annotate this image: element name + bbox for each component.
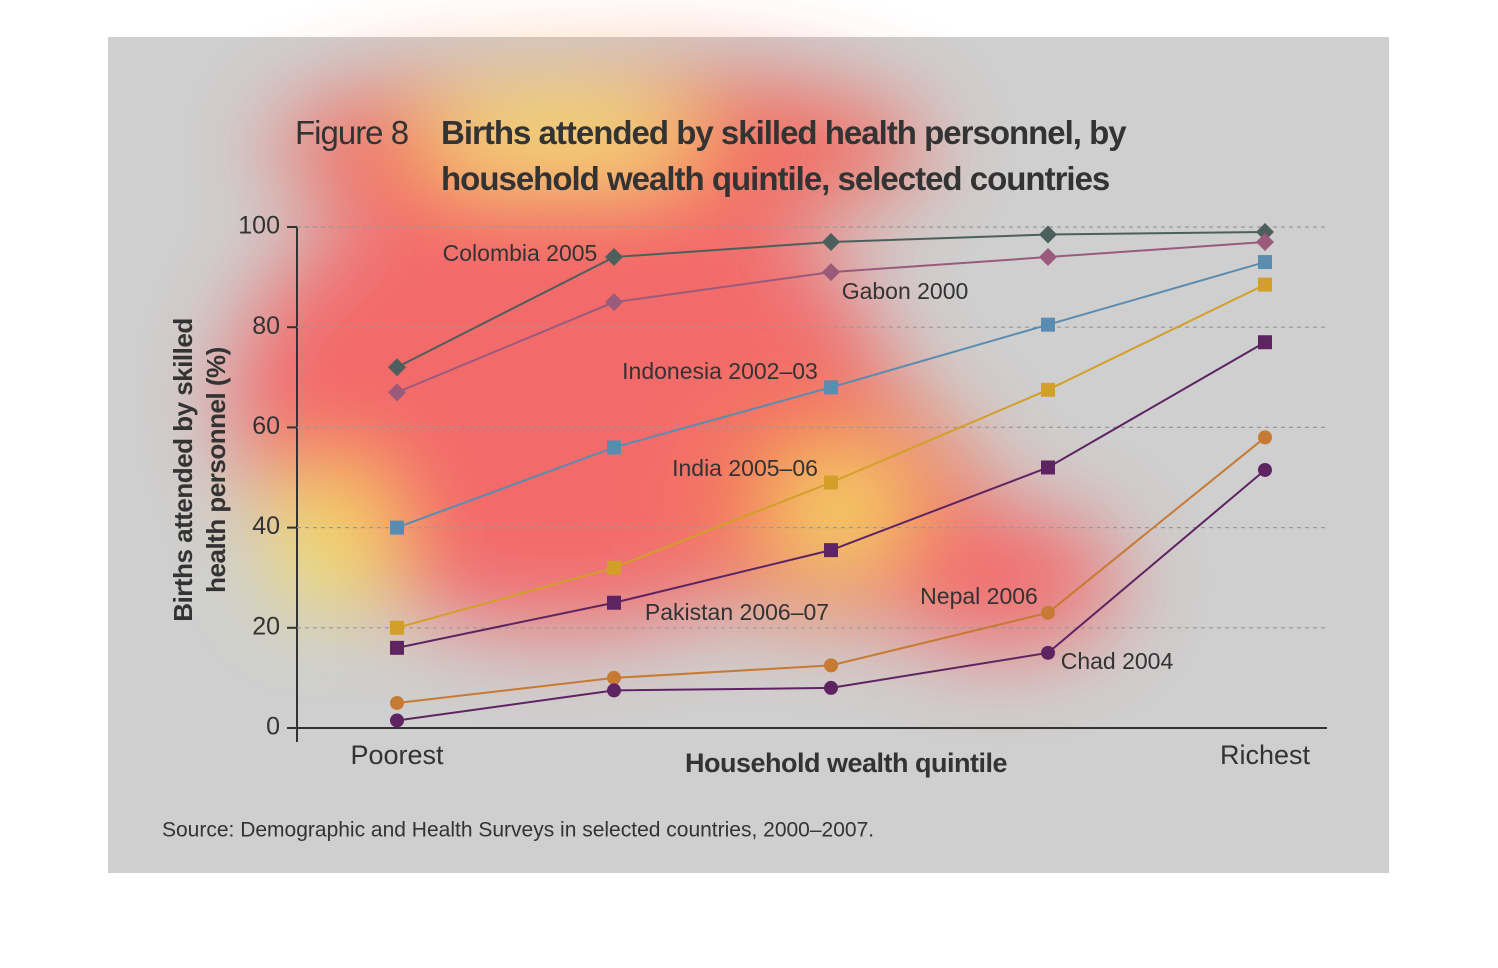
y-tick-label: 0 [266,713,280,741]
point [824,543,838,558]
point [390,713,404,728]
y-tick-label: 40 [252,512,280,540]
x-axis-title: Household wealth quintile [685,748,1007,778]
point [390,640,404,655]
point [822,233,840,252]
y-axis-title: Births attended by skilled health person… [168,318,231,622]
point [607,670,621,685]
chart-title: Figure 8 Births attended by skilled heal… [295,110,1255,202]
point [1041,460,1055,475]
x-tick-label: Poorest [350,740,444,770]
source: Source: Demographic and Health Surveys i… [162,819,874,842]
x-tick-label: Richest [1220,740,1311,770]
point [1039,248,1057,267]
series-label: Pakistan 2006–07 [645,599,829,625]
point [1258,462,1272,477]
point [607,683,621,698]
point [824,380,838,395]
series-label: Gabon 2000 [842,278,969,304]
y-tick-label: 80 [252,312,280,340]
point [1041,382,1055,397]
point [1258,255,1272,270]
point [607,595,621,610]
heatmap [230,70,1120,650]
point [1041,317,1055,332]
point [1039,225,1057,244]
y-tick-label: 100 [238,212,280,240]
series-label: Indonesia 2002–03 [622,358,818,384]
point [605,293,623,312]
series-label: Colombia 2005 [443,240,598,266]
title-text: Births attended by skilled health person… [441,114,1127,197]
point [824,658,838,673]
y-tick-label: 20 [252,612,280,640]
series-label: Chad 2004 [1061,648,1174,674]
point [388,383,406,402]
point [1258,430,1272,445]
point [390,695,404,710]
point [1258,277,1272,292]
point [390,520,404,535]
figure-number: Figure 8 [295,114,409,151]
point [1258,335,1272,350]
point [390,620,404,635]
point [605,248,623,267]
point [824,680,838,695]
point [388,358,406,377]
point [822,263,840,282]
point [607,560,621,575]
point [824,475,838,490]
point [1256,223,1274,242]
point [1041,605,1055,620]
series-label: India 2005–06 [672,455,818,481]
point [1256,233,1274,252]
point [607,440,621,455]
y-tick-label: 60 [252,412,280,440]
series-label: Nepal 2006 [920,583,1038,609]
point [1041,645,1055,660]
